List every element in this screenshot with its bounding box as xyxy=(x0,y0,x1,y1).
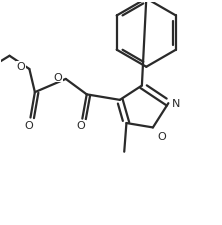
Text: O: O xyxy=(25,121,33,131)
Text: N: N xyxy=(172,98,181,108)
Text: O: O xyxy=(77,121,86,131)
Text: O: O xyxy=(17,62,25,72)
Text: O: O xyxy=(54,72,62,82)
Text: O: O xyxy=(157,131,166,141)
